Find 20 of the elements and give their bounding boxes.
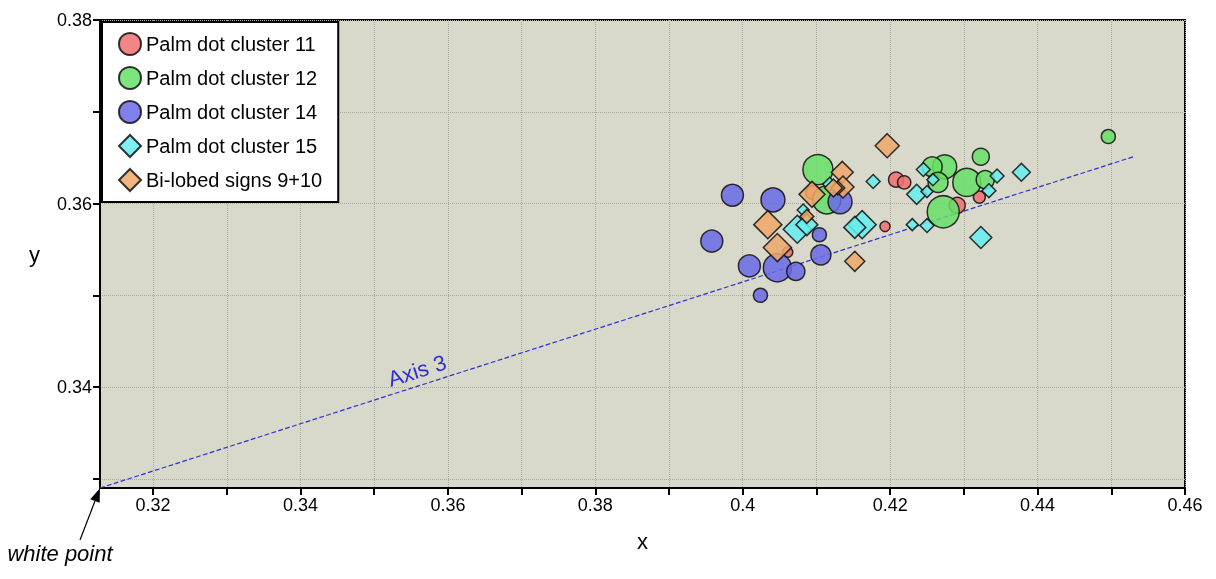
x-tick-label: 0.38 [577, 495, 613, 515]
x-tick-label: 0.44 [1020, 495, 1056, 515]
legend-label: Palm dot cluster 12 [146, 67, 318, 89]
legend-label: Bi-lobed signs 9+10 [146, 169, 323, 191]
x-tick-label: 0.32 [135, 495, 171, 515]
legend-label: Palm dot cluster 14 [146, 101, 318, 123]
x-tick-label: 0.34 [282, 495, 319, 515]
y-axis-title: y [29, 241, 40, 267]
legend-label: Palm dot cluster 11 [146, 33, 316, 55]
y-tick-label: 0.36 [56, 193, 92, 214]
y-tick-label: 0.38 [56, 10, 92, 30]
annotation: white point [7, 540, 114, 566]
text: Axis 3 [384, 349, 450, 392]
legend-label: Palm dot cluster 15 [146, 135, 318, 157]
x-tick-label: 0.46 [1167, 495, 1203, 515]
x-tick-label: 0.42 [872, 495, 908, 515]
x-tick-label: 0.4 [730, 495, 756, 515]
x-tick-label: 0.36 [430, 495, 466, 515]
x-axis-title: x [637, 528, 648, 554]
y-tick-label: 0.34 [56, 377, 92, 398]
